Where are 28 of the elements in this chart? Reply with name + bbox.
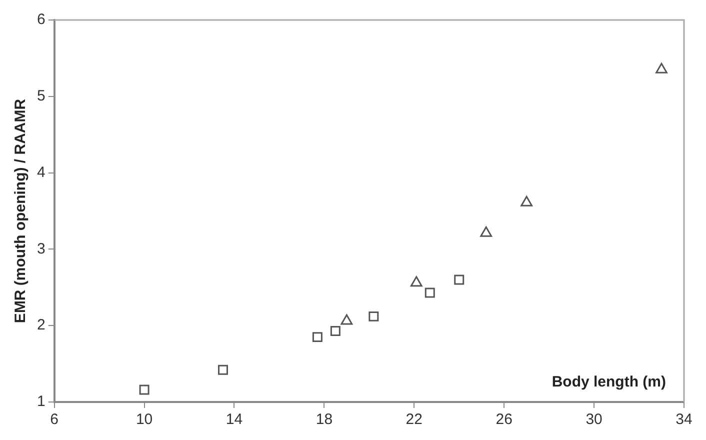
y-axis-title: EMR (mouth opening) / RAAMR — [12, 98, 30, 324]
point — [368, 311, 379, 322]
y-tick-label: 6 — [37, 11, 46, 28]
point — [424, 288, 435, 298]
x-tick-label: 10 — [136, 411, 153, 428]
point — [312, 332, 322, 342]
point — [656, 62, 668, 74]
y-tick-label: 2 — [37, 316, 46, 334]
x-tick-label: 30 — [586, 411, 602, 428]
x-tick-label: 14 — [226, 411, 243, 428]
point — [340, 314, 353, 325]
y-tick-label: 3 — [37, 240, 46, 258]
x-axis-title: Body length (m) — [552, 374, 666, 391]
point — [410, 276, 422, 287]
y-tick-label: 1 — [37, 393, 46, 410]
y-tick-label: 5 — [37, 88, 46, 105]
point — [520, 196, 533, 206]
point — [480, 226, 492, 237]
x-tick-label: 18 — [316, 411, 333, 428]
point — [454, 274, 464, 285]
point — [139, 384, 150, 395]
x-tick-label: 22 — [406, 411, 422, 428]
y-tick-label: 4 — [37, 164, 46, 181]
point — [218, 364, 228, 375]
x-tick-label: 6 — [50, 411, 59, 428]
x-tick-label: 26 — [496, 411, 512, 428]
point — [330, 326, 340, 336]
x-tick-label: 34 — [676, 411, 692, 428]
